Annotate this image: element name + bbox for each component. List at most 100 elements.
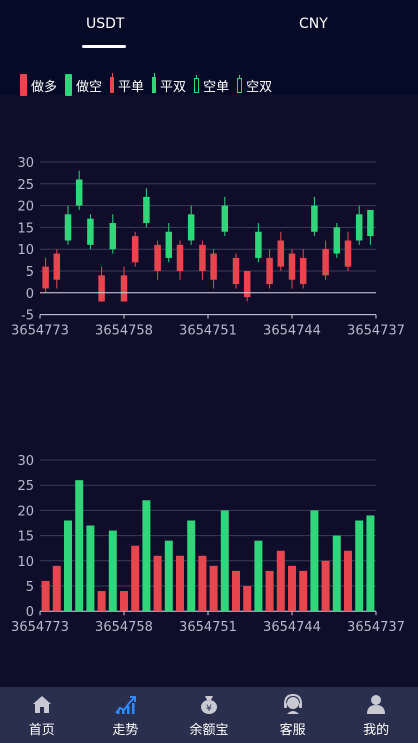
x-tick-label: 3654773: [11, 620, 69, 635]
candlestick-chart: -5 0 5 10 15 20 25 30 3654773 3654758 3654751 36547…: [11, 156, 405, 339]
nav-label: 我的: [363, 723, 390, 738]
legend-label: 平单: [118, 79, 145, 95]
y-tick-label: 10: [17, 243, 34, 258]
legend-swatch: [152, 73, 157, 93]
volume-bar: [75, 480, 84, 612]
volume-bar: [220, 510, 229, 612]
y-tick-label: 30: [17, 156, 34, 171]
volume-bar: [232, 570, 240, 612]
volume-bar: [120, 591, 128, 612]
y-tick-label: 15: [17, 221, 34, 236]
y-tick-label: 25: [17, 178, 34, 193]
nav-item-trend[interactable]: 走势: [84, 687, 168, 743]
volume-bar: [355, 520, 364, 612]
legend-swatch: [65, 74, 73, 96]
tab-cny[interactable]: CNY: [299, 16, 328, 32]
legend-swatch-wick: [239, 74, 241, 79]
volume-bar: [198, 555, 207, 612]
top-bar: USDT CNY 做多 做空 平单 平双 空单 空双: [0, 0, 418, 97]
y-tick-label: 30: [17, 454, 34, 469]
volume-bar: [108, 530, 117, 612]
legend-swatch: [20, 74, 27, 96]
volume-bar: [187, 520, 196, 612]
volume-bar: [97, 591, 106, 612]
candle-body: [120, 275, 128, 302]
candle-body: [243, 271, 251, 298]
nav-item-moneybag[interactable]: ¥ 余额宝: [167, 687, 251, 743]
tab-usdt[interactable]: USDT: [86, 16, 125, 32]
volume-bar: [321, 560, 330, 612]
nav-item-user[interactable]: 我的: [334, 687, 418, 743]
candle-body: [165, 231, 173, 258]
volume-bar: [209, 565, 218, 612]
y-tick-label: 15: [17, 530, 34, 545]
candle-body: [277, 240, 285, 267]
y-tick-label: 20: [17, 200, 34, 215]
legend-swatch-wick: [153, 73, 155, 77]
volume-bar: [265, 570, 274, 612]
bar-chart: 0 5 10 15 20 25 30 3654773 3654758 3654751 3654744…: [11, 454, 405, 635]
volume-bar: [86, 525, 95, 612]
candle-body: [42, 266, 49, 289]
legend-label: 平双: [160, 79, 187, 95]
candle-body: [344, 240, 352, 267]
y-tick-label: 5: [26, 265, 34, 280]
candle-body: [154, 244, 161, 271]
volume-bar: [332, 535, 341, 612]
nav-label: 走势: [112, 723, 139, 738]
nav-item-home[interactable]: 首页: [0, 687, 84, 743]
legend-item: 平单: [110, 73, 145, 95]
svg-text:¥: ¥: [206, 704, 212, 714]
candle-body: [143, 196, 150, 224]
candle-body: [221, 205, 229, 232]
y-tick-label: 0: [26, 287, 34, 302]
volume-bar: [52, 565, 61, 612]
nav-label: 余额宝: [189, 723, 229, 738]
candle-body: [355, 214, 363, 241]
volume-bar: [41, 580, 50, 612]
candle-body: [131, 236, 139, 263]
volume-bar: [299, 570, 308, 612]
support-icon: [283, 693, 302, 714]
y-tick-label: 0: [26, 605, 34, 620]
nav-item-support[interactable]: 客服: [251, 687, 335, 743]
volume-bar: [288, 565, 296, 612]
volume-bar: [164, 540, 173, 612]
legend-label: 空双: [246, 79, 273, 95]
user-icon: [367, 695, 386, 714]
candle-body: [109, 223, 117, 250]
volume-bar: [131, 545, 140, 612]
x-tick-label: 3654773: [11, 324, 69, 339]
legend-swatch: [110, 73, 115, 93]
candle-body: [333, 227, 341, 254]
x-tick-label: 3654737: [347, 324, 405, 339]
candle-body: [53, 253, 61, 280]
moneybag-icon: ¥: [200, 696, 217, 714]
y-tick-label: 5: [26, 580, 34, 595]
volume-bar: [254, 540, 263, 612]
legend: 做多 做空 平单 平双 空单 空双: [20, 73, 280, 97]
legend-swatch-wick: [111, 73, 113, 77]
x-tick-label: 3654758: [95, 324, 153, 339]
candle-body: [187, 214, 195, 241]
volume-bar: [142, 500, 151, 612]
volume-bar: [366, 515, 375, 612]
legend-swatch: [237, 74, 243, 93]
candle-body: [98, 275, 105, 302]
candle-body: [299, 257, 307, 285]
candle-body: [266, 257, 273, 285]
y-tick-label: 10: [17, 555, 34, 570]
volume-bar: [153, 555, 162, 612]
candle-body: [75, 179, 83, 206]
candle-body: [210, 253, 217, 280]
x-tick-label: 3654751: [179, 324, 237, 339]
legend-swatch: [194, 74, 200, 93]
x-tick-label: 3654751: [179, 620, 237, 635]
y-tick-label: -5: [21, 309, 34, 324]
candle-body: [64, 214, 72, 241]
candle-body: [311, 205, 318, 232]
volume-bar: [176, 555, 184, 612]
x-tick-label: 3654737: [347, 620, 405, 635]
y-tick-label: 25: [17, 479, 34, 494]
home-icon: [32, 696, 51, 713]
